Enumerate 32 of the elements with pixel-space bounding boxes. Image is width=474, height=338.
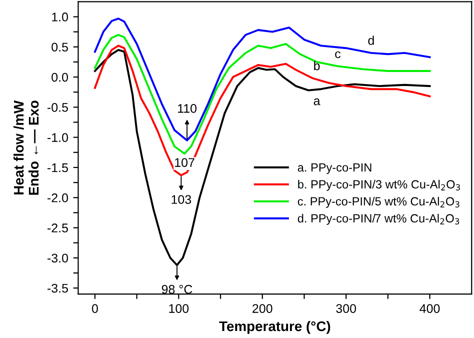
x-tick-label: 300 [336,304,356,313]
legend-label: a. PPy-co-PIN [298,163,372,174]
y-tick-label: 1.0 [52,12,68,22]
y-tick-label: -0.5 [48,102,68,112]
y-tick-label: -3.5 [48,284,68,293]
x-tick-label: 400 [420,304,440,313]
y-tick-label: -1.5 [48,163,68,172]
y-tick-label: -2.5 [48,224,68,232]
y-tick-label: 0.5 [52,42,68,52]
annotation: c [335,51,340,58]
y-tick-label: -2.0 [48,193,68,202]
x-axis-title: Temperature (°C) [219,320,330,334]
annotation: a [314,98,320,106]
legend-label: b. PPy-co-PIN/3 wt% Cu-Al$_{2}$O$_{3}$ [298,180,460,191]
y-tick-label: 0.0 [52,72,68,82]
annotation: d [368,36,374,45]
line-series [94,18,431,142]
legend-label: d. PPy-co-PIN/7 wt% Cu-Al$_{2}$O$_{3}$ [298,214,460,225]
legend-label: c. PPy-co-PIN/5 wt% Cu-Al$_{2}$O$_{3}$ [298,196,460,208]
annotation: 98 °C [162,284,192,294]
annotation: 103 [172,195,192,204]
x-tick-label: 0 [92,304,98,313]
line-series [94,44,431,176]
y-axis-title: Heat flow /mW Endo ←— Exo [13,100,39,195]
y-tick-label: -3.0 [48,254,68,263]
annotation: 107 [175,158,194,167]
x-tick-label: 100 [169,304,189,313]
y-tick-label: -1.0 [48,133,68,142]
x-tick-label: 200 [252,304,272,313]
annotation: 110 [178,104,197,113]
annotation: b [314,61,320,70]
line-series [94,34,431,155]
